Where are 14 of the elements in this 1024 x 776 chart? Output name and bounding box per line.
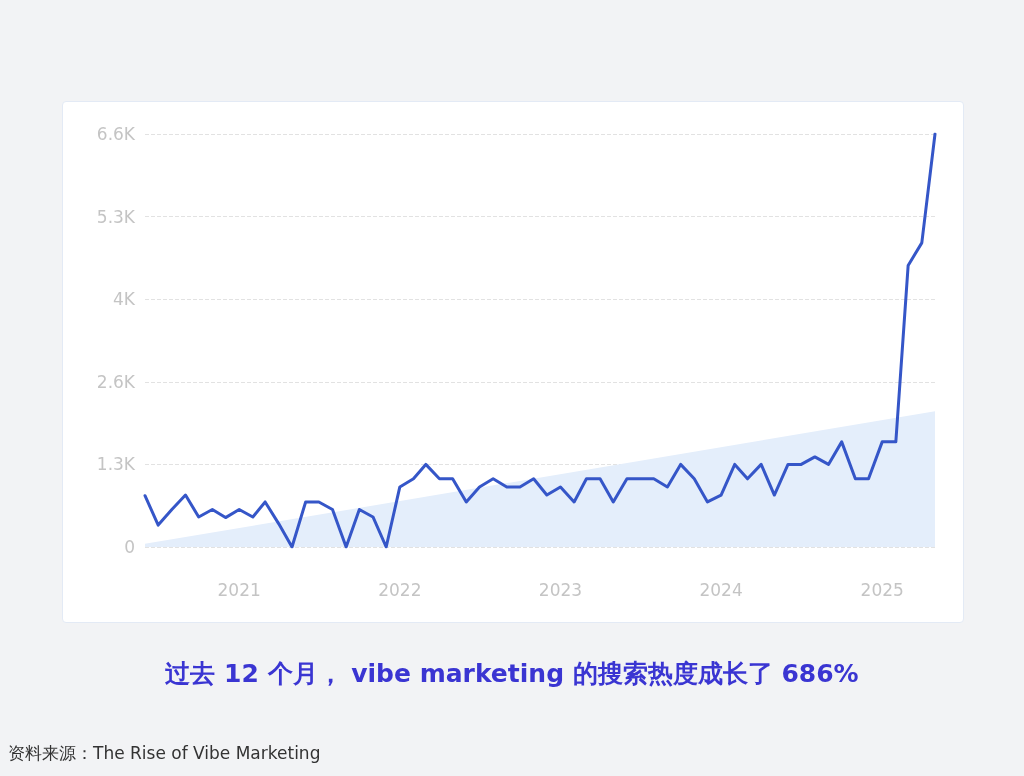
y-tick-label: 5.3K bbox=[96, 206, 136, 227]
y-tick-label: 0 bbox=[124, 537, 135, 557]
y-tick-label: 1.3K bbox=[96, 454, 136, 475]
x-tick-label: 2024 bbox=[699, 579, 743, 600]
x-tick-label: 2023 bbox=[538, 579, 583, 600]
y-tick-label: 2.6K bbox=[96, 371, 136, 392]
line-series bbox=[143, 132, 937, 549]
x-tick-label: 2022 bbox=[378, 579, 422, 600]
y-tick-label: 6.6K bbox=[96, 124, 136, 144]
text: 过去 12 个月， vibe marketing 的搜索热度成长了 686% bbox=[164, 659, 859, 688]
x-tick-label: 2025 bbox=[860, 579, 904, 600]
y-tick-label: 4K bbox=[113, 289, 136, 310]
text: 资料来源：The Rise of Vibe Marketing bbox=[8, 742, 321, 763]
x-tick-label: 2021 bbox=[217, 579, 261, 600]
